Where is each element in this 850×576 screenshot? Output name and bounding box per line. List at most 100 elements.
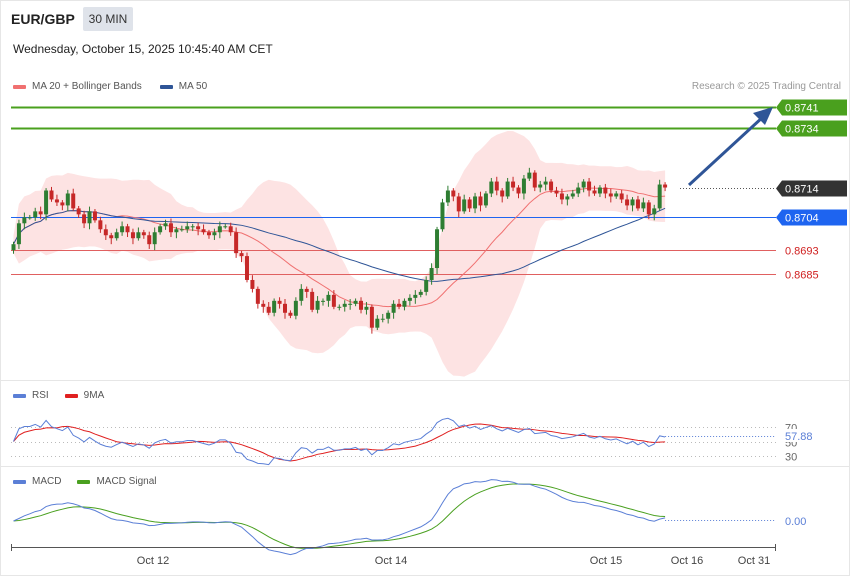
legend-macd-signal: MACD Signal [96,476,157,487]
candle-body [44,190,49,215]
candle-body [359,300,364,310]
candle-body [288,312,293,316]
candle-body [82,214,87,224]
candle-body [190,226,195,228]
candle-body [559,193,564,200]
candle-body [130,232,135,239]
candle-body [652,208,657,215]
candle-body [570,193,575,197]
candle-body [451,190,456,197]
candle-body [141,232,146,236]
candle-body [592,190,597,194]
ma50-line [13,207,666,282]
candle-body [603,187,608,194]
candle-body [212,232,217,236]
candle-body [543,181,548,185]
candle-body [321,300,326,302]
candle-body [527,172,532,179]
candle-body [120,226,125,233]
candle-body [587,181,592,191]
target-label-1: 0.8734 [785,124,819,136]
candle-body [168,223,173,233]
bollinger-band [13,130,666,377]
candle-body [147,235,152,245]
candle-body [348,303,353,305]
candle-body [76,208,81,215]
candle-body [109,235,114,239]
candle-body [445,190,450,203]
candle-body [500,190,505,197]
x-tick-label: Oct 12 [137,555,169,567]
candle-body [663,184,668,188]
candle-body [532,172,537,188]
candle-body [201,229,206,233]
candle-body [635,199,640,209]
candle-body [646,202,651,215]
candle-body [418,291,423,295]
candle-body [206,232,211,236]
forecast-arrow-shaft [687,114,766,187]
candle-body [331,294,336,307]
candle-body [424,279,429,292]
candle-body [342,303,347,307]
macd-line [13,479,666,556]
macd-swatch [13,479,26,484]
candle-body [60,202,65,206]
candle-body [87,211,92,224]
target-label-0: 0.8741 [785,103,819,115]
timestamp: Wednesday, October 15, 2025 10:45:40 AM … [13,42,273,56]
candle-body [310,291,315,310]
candle-body [22,217,27,224]
candle-body [16,223,21,245]
ma20-swatch [13,84,26,89]
candle-body [228,226,233,233]
candle-body [179,229,184,231]
candle-body [65,193,70,206]
candle-body [299,288,304,301]
current-price-label: 0.8714 [785,184,819,196]
x-tick-label: Oct 15 [590,555,622,567]
candle-body [521,178,526,194]
candle-body [429,268,434,280]
candle-body [223,226,228,228]
candle-body [261,303,266,307]
candle-body [272,300,277,313]
candle-body [386,312,391,319]
target-label-bg-1 [776,120,847,137]
candle-body [608,193,613,197]
candle-body [402,300,407,307]
candle-body [38,211,43,215]
candle-body [92,211,97,221]
pane-divider-macd [0,466,850,467]
candle-body [163,223,168,227]
candle-body [364,306,369,310]
legend-macd: MACD [32,476,62,487]
rsi-tick-30: 30 [785,452,797,464]
candle-body [489,181,494,194]
legend-ma20: MA 20 + Bollinger Bands [32,81,142,92]
candle-body [473,196,478,209]
macd-signal-swatch [77,479,91,484]
candle-body [478,196,483,206]
forecast-arrow-head [753,107,773,125]
timeframe-button[interactable]: 30 MIN [83,7,133,31]
main-legend: MA 20 + Bollinger Bands MA 50 [13,81,207,92]
target-label-bg-0 [776,99,847,116]
candle-body [625,199,630,206]
candle-body [462,199,467,212]
candle-body [125,226,130,233]
candle-body [234,232,239,254]
candle-body [152,232,157,245]
candle-body [657,184,662,209]
candle-body [353,300,358,304]
candle-body [630,199,635,206]
candle-body [244,256,249,280]
ma50-swatch [159,84,173,89]
candle-body [326,294,331,301]
candle-body [597,187,602,194]
rsi-legend: RSI 9MA [13,390,104,401]
legend-ma50: MA 50 [178,81,208,92]
rsi-last-bg [782,429,820,442]
candle-body [413,294,418,298]
